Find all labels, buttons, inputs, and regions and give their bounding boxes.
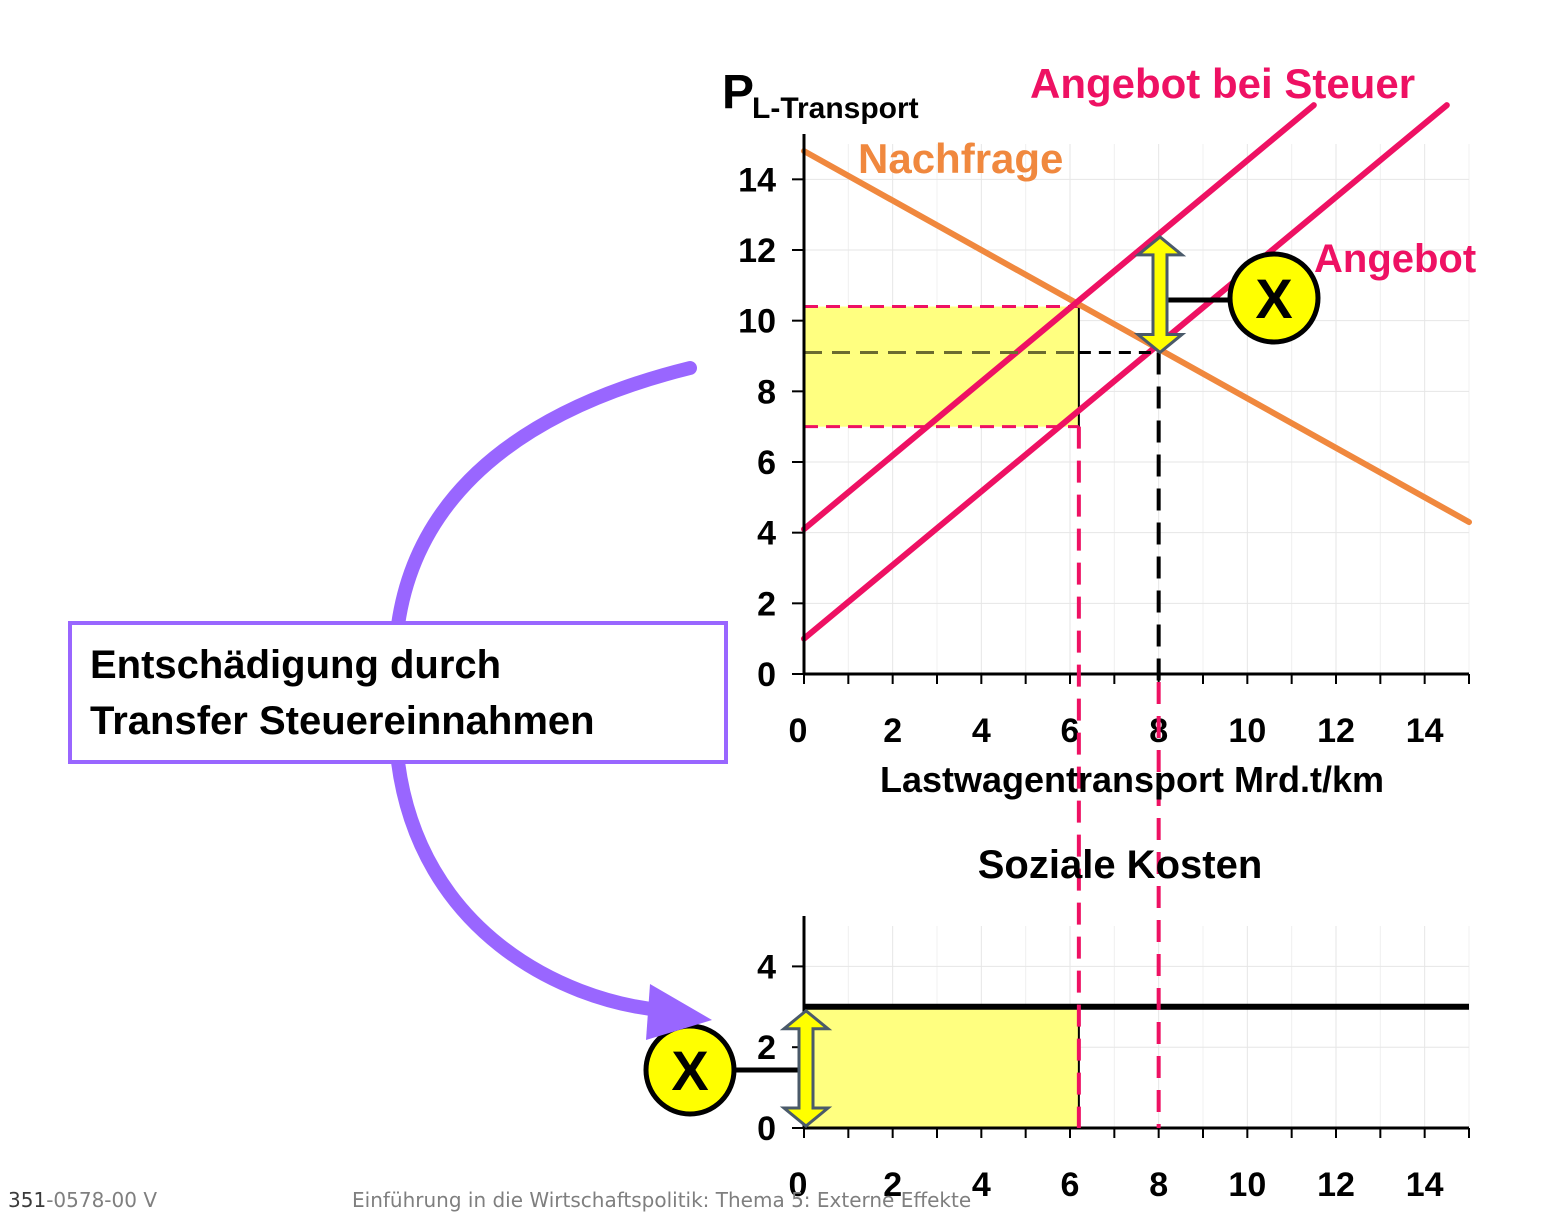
course-code-strong: 351 (8, 1188, 47, 1212)
projection-lines (1076, 352, 1161, 1128)
supply-with-tax-line (801, 102, 1317, 533)
course-title: Einführung in die Wirtschaftspolitik: Th… (352, 1188, 972, 1212)
x-tick-label: 12 (1317, 1166, 1355, 1204)
y-tick-label: 2 (757, 1029, 776, 1067)
market-chart-series (801, 102, 1472, 642)
demand-line (801, 148, 1472, 526)
x-tick-label: 8 (1149, 1166, 1168, 1204)
x-tick-label: 12 (1317, 712, 1355, 750)
callout-box (68, 621, 728, 764)
compensation-arrow-head (646, 984, 712, 1040)
y-tick-label: 0 (757, 656, 776, 694)
x-tick-label: 14 (1406, 712, 1444, 750)
social-costs-fill (803, 1005, 1080, 1129)
x-tick-label: 2 (883, 1166, 902, 1204)
course-code: 351-0578-00 V (8, 1188, 157, 1212)
x-tick-label: 4 (972, 1166, 991, 1204)
series-label-supply-tax: Angebot bei Steuer (1030, 60, 1415, 107)
series-label-demand: Nachfrage (858, 135, 1063, 182)
compensation-arrow (391, 361, 697, 1017)
x-tick-label: 0 (789, 1166, 808, 1204)
x-tick-label: 14 (1406, 1166, 1444, 1204)
x-tick-label: 6 (1061, 712, 1080, 750)
social-costs-title: Soziale Kosten (978, 843, 1263, 887)
supply-line (801, 102, 1450, 642)
x-marker-label: X (1255, 267, 1292, 330)
x-tick-label: 10 (1228, 712, 1266, 750)
x-tick-label: 2 (883, 712, 902, 750)
y-axis-label-sub: L-Transport (752, 92, 919, 125)
x-markers: XX (643, 234, 1321, 1128)
social-costs-axes: 0 2 4 0 2 4 6 8 10 12 14 (757, 916, 1470, 1204)
y-tick-label: 6 (757, 444, 776, 482)
tax-revenue-area (804, 305, 1080, 429)
x-tick-label: 6 (1061, 1166, 1080, 1204)
y-tick-label: 4 (757, 515, 776, 553)
y-tick-label: 10 (738, 303, 776, 341)
x-axis-label: Lastwagentransport Mrd.t/km (880, 759, 1384, 800)
course-code-rest: -0578-00 V (46, 1188, 158, 1212)
y-tick-label: 12 (738, 232, 776, 270)
social-costs-area (803, 1005, 1080, 1129)
y-axis-label-main: P (722, 66, 754, 119)
market-chart-axes: 0246810121402468101214 (738, 134, 1470, 750)
x-marker-label: X (671, 1039, 708, 1102)
y-tick-label: 8 (757, 373, 776, 411)
double-arrow-icon (1133, 234, 1187, 355)
tax-revenue-fill (804, 306, 1079, 427)
x-tick-label: 0 (789, 712, 808, 750)
callout-line-1: Entschädigung durch (90, 643, 501, 687)
x-marker-circle (1227, 251, 1321, 345)
double-arrow-icon (779, 1008, 833, 1128)
y-tick-label: 0 (757, 1110, 776, 1148)
x-tick-label: 4 (972, 712, 991, 750)
y-tick-label: 14 (738, 161, 776, 199)
y-tick-label: 2 (757, 585, 776, 623)
x-tick-label: 10 (1228, 1166, 1266, 1204)
series-label-supply: Angebot (1314, 237, 1476, 281)
y-tick-label: 4 (757, 948, 776, 986)
callout-line-2: Transfer Steuereinnahmen (90, 699, 595, 743)
